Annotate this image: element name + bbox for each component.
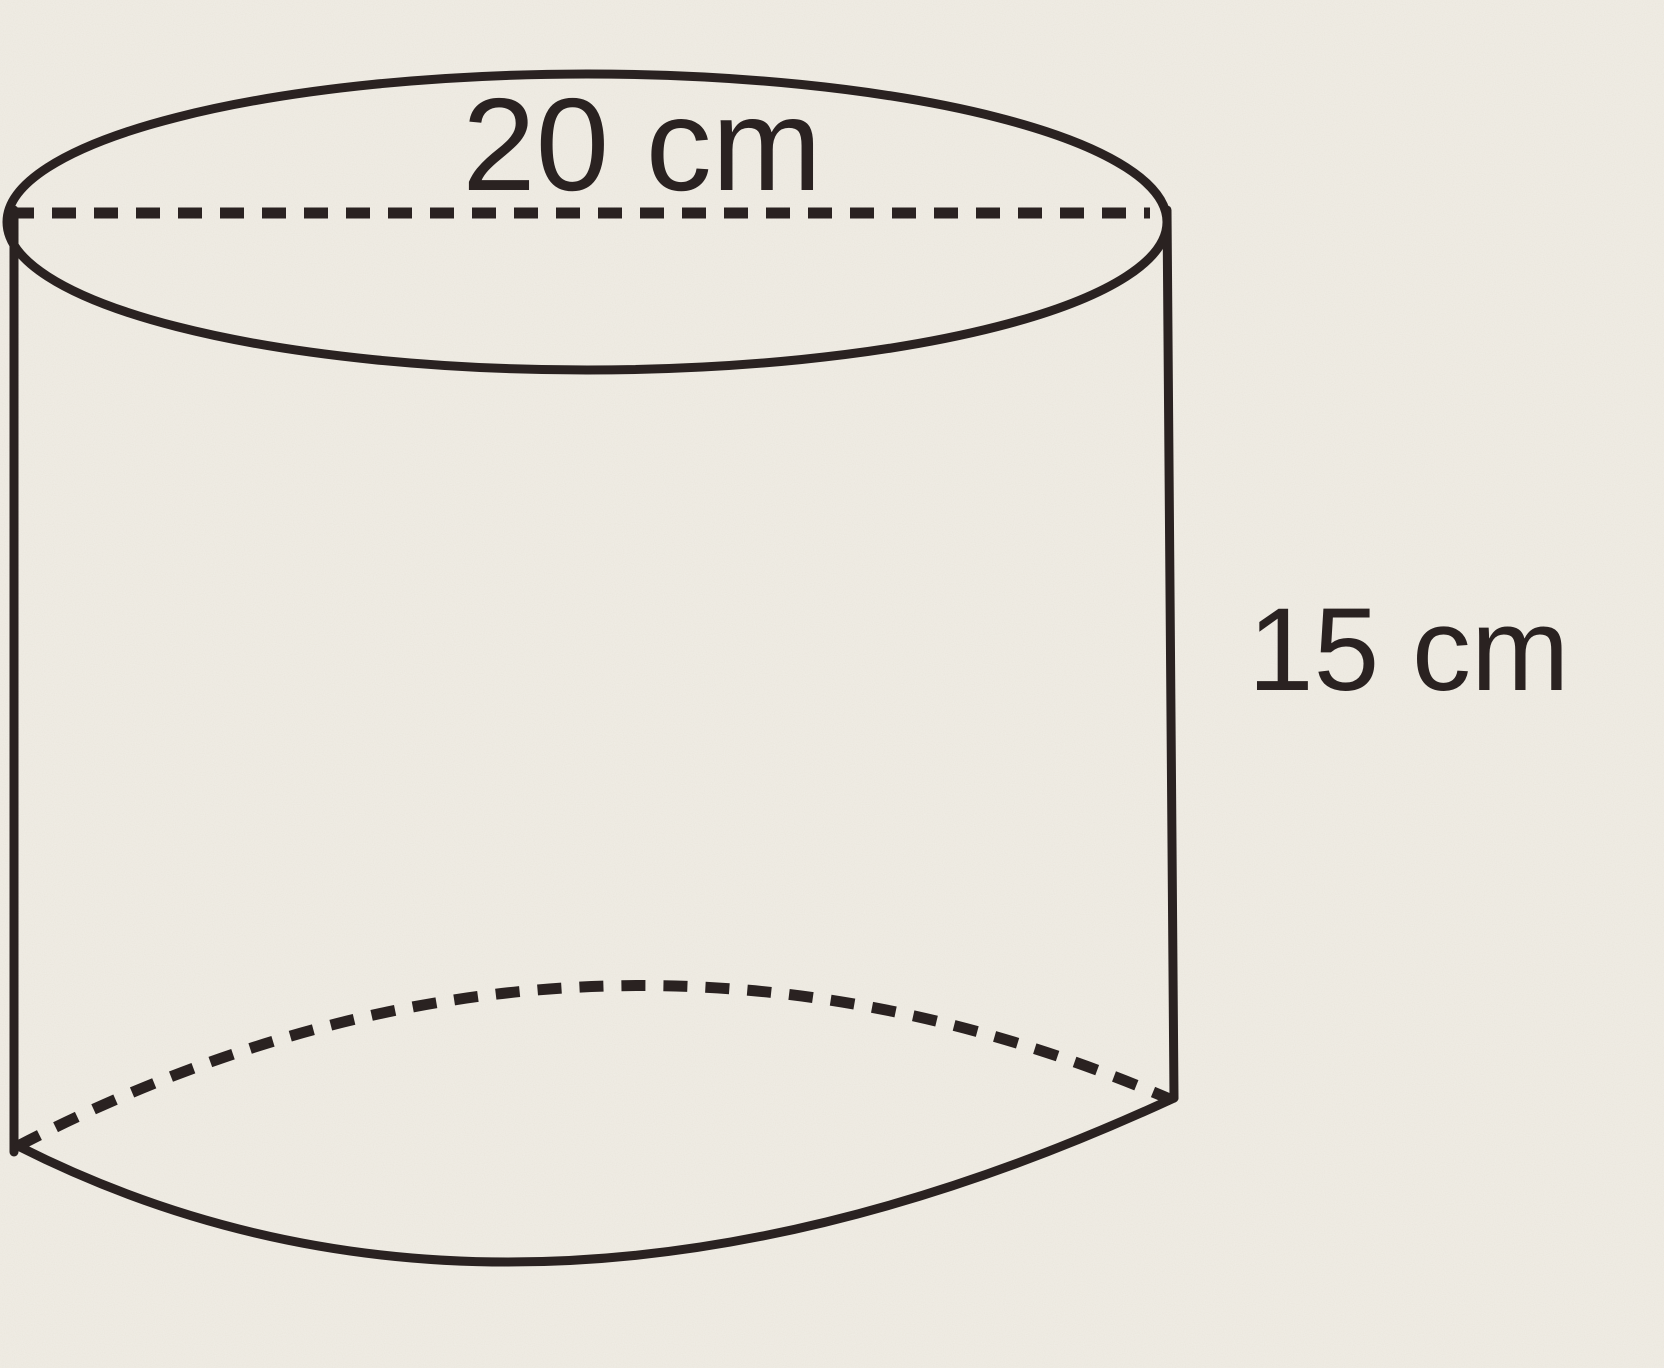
cylinder-bottom-hidden-arc bbox=[15, 980, 1175, 1151]
height-label: 15 cm bbox=[1248, 584, 1569, 716]
cylinder-right-side bbox=[1162, 205, 1179, 1103]
diameter-label: 20 cm bbox=[462, 71, 821, 218]
cylinder-bottom-front-arc bbox=[13, 1093, 1179, 1267]
